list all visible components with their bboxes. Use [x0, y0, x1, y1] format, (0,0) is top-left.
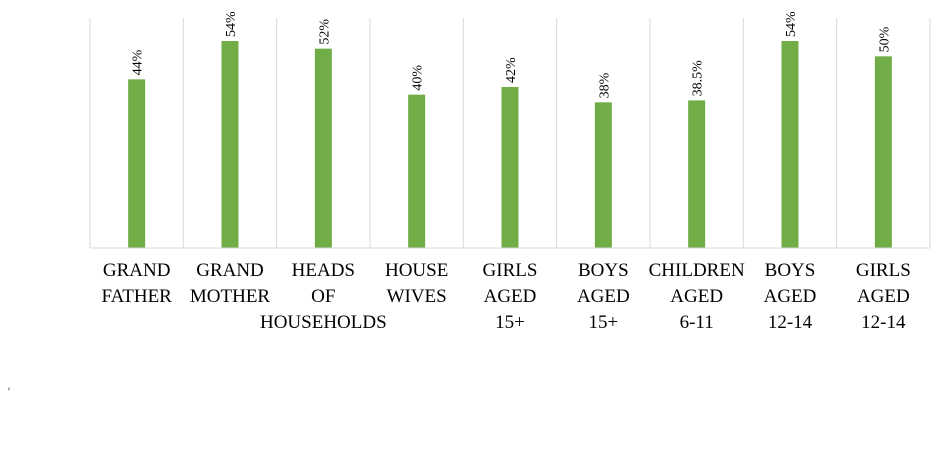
category-label-line: CHILDREN: [649, 260, 745, 281]
category-label-line: AGED: [670, 286, 723, 307]
category-label-line: GIRLS: [483, 260, 538, 281]
data-label: 42%: [504, 57, 519, 83]
category-label-line: AGED: [484, 286, 537, 307]
category-label: GIRLS AGED 12-14: [856, 260, 911, 333]
data-label: 38%: [597, 72, 612, 98]
category-label-line: 15+: [588, 312, 618, 333]
category-label: BOYS AGED 12-14: [764, 260, 817, 333]
data-label: 38.5%: [691, 60, 706, 97]
category-label: GRAND FATHER: [101, 260, 172, 307]
bar: [128, 79, 146, 248]
category-label-line: 12-14: [768, 312, 813, 333]
bar: [501, 87, 519, 248]
grid-lines: [89, 18, 931, 248]
bar: [221, 41, 239, 248]
data-label: 54%: [784, 11, 799, 37]
data-label: 54%: [224, 11, 239, 37]
category-label: HOUSE WIVES: [385, 260, 448, 307]
category-label-line: HEADS: [292, 260, 355, 281]
category-label-line: HOUSE: [385, 260, 448, 281]
category-label-line: GIRLS: [856, 260, 911, 281]
category-label-line: AGED: [857, 286, 910, 307]
category-label: CHILDREN AGED 6-11: [649, 260, 745, 333]
bar: [594, 102, 612, 248]
bar: [314, 48, 332, 248]
category-label: GIRLS AGED 15+: [483, 260, 538, 333]
bar: [874, 56, 892, 249]
data-label: 44%: [131, 49, 146, 75]
stray-quote-mark: ‘: [7, 384, 11, 398]
category-label-line: BOYS: [578, 260, 629, 281]
category-label: BOYS AGED 15+: [577, 260, 630, 333]
bar: [781, 41, 799, 248]
category-label-line: GRAND: [196, 260, 264, 281]
category-label-line: AGED: [577, 286, 630, 307]
category-label-line: OF: [311, 286, 335, 307]
category-label-line: AGED: [764, 286, 817, 307]
data-label: 50%: [877, 26, 892, 52]
category-label-line: 6-11: [680, 312, 714, 333]
data-labels-group: 44% 54% 52% 40% 42% 38% 38.5% 54% 50%: [131, 11, 893, 98]
category-label-line: 12-14: [861, 312, 906, 333]
bar: [408, 94, 426, 249]
data-label: 52%: [317, 19, 332, 45]
category-label-line: MOTHER: [190, 286, 271, 307]
data-label: 40%: [411, 65, 426, 91]
category-label-line: HOUSEHOLDS: [260, 312, 387, 333]
category-label-line: FATHER: [101, 286, 172, 307]
category-label: HEADS OF HOUSEHOLDS: [260, 260, 387, 333]
category-label-line: 15+: [495, 312, 525, 333]
category-label-line: WIVES: [387, 286, 447, 307]
category-label: GRAND MOTHER: [190, 260, 271, 307]
category-label-line: BOYS: [765, 260, 816, 281]
bars-group: [128, 41, 892, 249]
bar: [688, 100, 706, 249]
category-label-line: GRAND: [103, 260, 171, 281]
